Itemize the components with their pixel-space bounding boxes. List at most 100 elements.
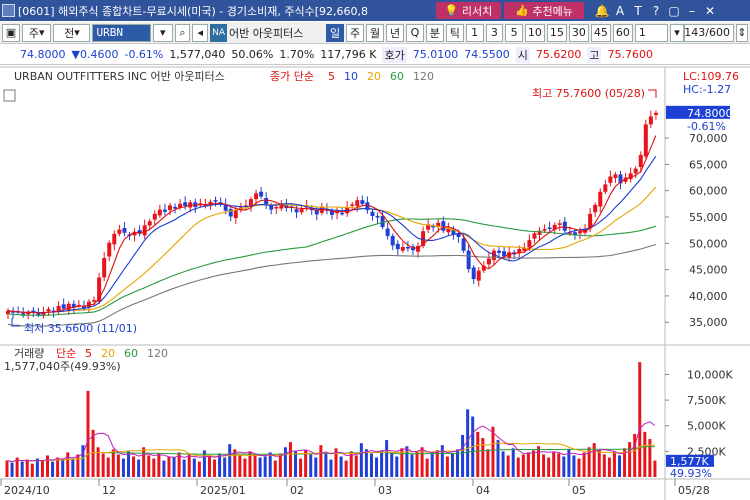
volume-bar bbox=[137, 459, 141, 477]
candle-body bbox=[107, 242, 112, 257]
volume-bar bbox=[121, 458, 125, 477]
candle-body bbox=[476, 270, 481, 281]
volume-bar bbox=[25, 459, 29, 477]
minute-30[interactable]: 30 bbox=[568, 23, 589, 42]
candle-body bbox=[446, 228, 451, 233]
search-icon[interactable]: ⌕ bbox=[174, 23, 191, 42]
chart-area[interactable]: URBAN OUTFITTERS INC 어반 아웃피터스 종가 단순 5 10 20 6… bbox=[0, 66, 750, 500]
candle-body bbox=[102, 258, 107, 278]
period-quarter[interactable]: Q bbox=[406, 23, 424, 42]
candle-body bbox=[618, 174, 623, 184]
custom-interval-input[interactable]: 1 bbox=[634, 23, 669, 42]
volume-bar bbox=[461, 434, 465, 477]
title-bar: [0601] 해외주식 종합차트-무료시세(미국) - 경기소비재, 주식수[9… bbox=[0, 0, 750, 21]
minute-60[interactable]: 60 bbox=[612, 23, 633, 42]
volume-bar bbox=[521, 454, 525, 477]
candle-body bbox=[147, 221, 152, 226]
period-day[interactable]: 일 bbox=[326, 23, 345, 42]
ask-price: 74.5500 bbox=[464, 48, 510, 61]
candle-body bbox=[223, 204, 228, 211]
min-arrow-icon bbox=[11, 318, 20, 327]
volume-bar bbox=[10, 462, 14, 477]
volume-bar bbox=[542, 454, 546, 477]
candle-body bbox=[588, 213, 593, 229]
period-month[interactable]: 월 bbox=[366, 23, 385, 42]
symbol-input[interactable]: URBN bbox=[92, 23, 151, 42]
candle-body bbox=[31, 310, 36, 313]
volume-bar bbox=[607, 457, 611, 477]
recommend-menu-button[interactable]: 👍 추천메뉴 bbox=[504, 2, 584, 19]
stock-chart-svg[interactable]: URBAN OUTFITTERS INC 어반 아웃피터스 종가 단순 5 10 20 6… bbox=[0, 66, 750, 500]
bell-icon[interactable]: 🔔 bbox=[594, 3, 610, 18]
tile-icon[interactable]: ▢ bbox=[668, 3, 680, 18]
candle-body bbox=[507, 252, 512, 259]
candle-body bbox=[583, 228, 588, 233]
volume-bar bbox=[30, 463, 34, 477]
font-icon[interactable]: T bbox=[634, 3, 642, 18]
volume-ma5-line bbox=[6, 421, 656, 463]
volume-bar bbox=[425, 458, 429, 477]
prev-symbol-icon[interactable]: ◂ bbox=[192, 23, 209, 42]
volume-bar bbox=[207, 456, 211, 477]
market-select[interactable]: 주 ▾ bbox=[22, 23, 52, 42]
candle-body bbox=[603, 184, 608, 192]
minimize-icon[interactable]: – bbox=[689, 3, 695, 18]
period-minute[interactable]: 분 bbox=[425, 23, 444, 42]
candle-body bbox=[178, 203, 183, 208]
volume-bar bbox=[491, 426, 495, 477]
current-price-badge-text: 74.8000 bbox=[687, 107, 733, 120]
research-button[interactable]: 💡 리서치 bbox=[436, 2, 501, 19]
volume-bar bbox=[369, 453, 373, 477]
board-select[interactable]: 전 ▾ bbox=[53, 23, 91, 42]
candle-body bbox=[405, 246, 410, 249]
candle-body bbox=[542, 229, 547, 231]
minute-45[interactable]: 45 bbox=[590, 23, 611, 42]
candle-body bbox=[537, 230, 542, 235]
help-icon[interactable]: ? bbox=[652, 3, 660, 18]
volume-bar bbox=[233, 449, 237, 477]
volume-bar bbox=[380, 450, 384, 477]
minute-10[interactable]: 10 bbox=[524, 23, 545, 42]
symbol-dropdown-icon[interactable]: ▾ bbox=[152, 23, 173, 42]
volume-bar bbox=[496, 440, 500, 477]
high-price: 75.7600 bbox=[607, 48, 653, 61]
window-title: [0601] 해외주식 종합차트-무료시세(미국) - 경기소비재, 주식수[9… bbox=[18, 4, 368, 18]
volume-bar bbox=[476, 431, 480, 477]
minute-15[interactable]: 15 bbox=[546, 23, 567, 42]
max-arrow-icon bbox=[648, 89, 657, 98]
change-value: 0.4600 bbox=[79, 48, 119, 61]
candle-body bbox=[41, 312, 46, 315]
volume-bar bbox=[653, 460, 657, 477]
candle-body bbox=[517, 249, 522, 253]
period-year[interactable]: 년 bbox=[386, 23, 405, 42]
ma10-line bbox=[7, 155, 657, 314]
candle-body bbox=[481, 265, 486, 271]
text-size-icon[interactable]: A bbox=[615, 3, 625, 18]
close-icon[interactable]: ✕ bbox=[704, 3, 716, 18]
menu-icon[interactable]: ▣ bbox=[2, 23, 20, 42]
candle-body bbox=[370, 211, 375, 216]
candle-body bbox=[97, 277, 102, 302]
volume-bar bbox=[81, 445, 85, 477]
candle-body bbox=[578, 231, 583, 234]
spin-icon[interactable]: ⇕ bbox=[736, 23, 748, 42]
volume-bar bbox=[633, 433, 637, 477]
legend-ma-10: 10 bbox=[344, 70, 358, 83]
interval-dropdown-icon[interactable]: ▾ bbox=[670, 23, 684, 42]
volume-bar bbox=[643, 431, 647, 477]
volume-bar bbox=[213, 459, 217, 477]
volume-bar bbox=[111, 449, 115, 477]
volume-bar bbox=[359, 443, 363, 477]
minute-3[interactable]: 3 bbox=[485, 23, 504, 42]
volume-bar bbox=[516, 457, 520, 477]
candle-body bbox=[552, 224, 557, 230]
data-count-input[interactable]: 143/600 bbox=[684, 23, 734, 42]
volume-bar bbox=[466, 409, 470, 477]
minute-1[interactable]: 1 bbox=[465, 23, 484, 42]
period-tick[interactable]: 틱 bbox=[445, 23, 464, 42]
volume-bar bbox=[202, 450, 206, 477]
period-week[interactable]: 주 bbox=[346, 23, 365, 42]
minute-5[interactable]: 5 bbox=[505, 23, 523, 42]
volume-bar bbox=[172, 457, 176, 477]
window-menu-icon[interactable] bbox=[2, 4, 15, 17]
